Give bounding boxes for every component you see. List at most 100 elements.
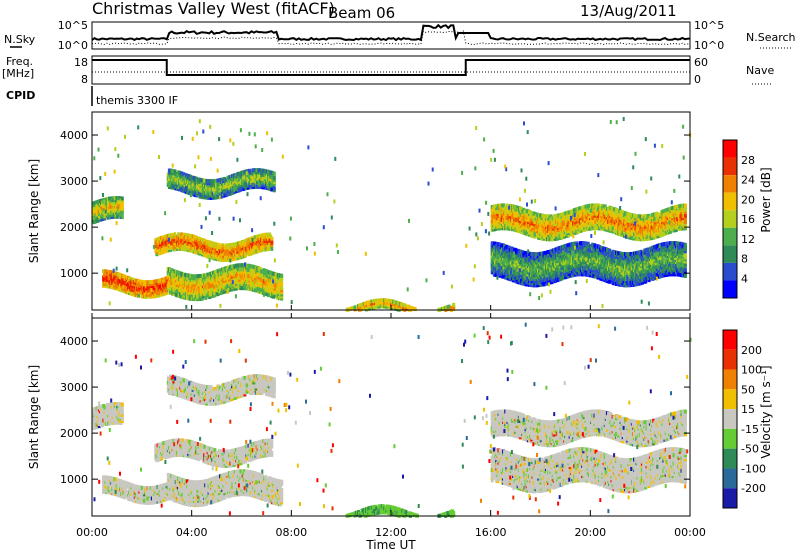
echo-cell [123, 274, 127, 279]
echo-cell [118, 196, 122, 201]
echo-cell [260, 248, 263, 253]
echo-cell [256, 249, 260, 253]
echo-cell [222, 255, 226, 260]
beam-label: Beam 06 [328, 4, 395, 22]
nsky-panel: N.Sky 10^5 10^0 10^5 10^0 N.Search [4, 19, 796, 52]
freq-tick-bottom: 8 [81, 73, 88, 86]
echo-cell [254, 245, 258, 250]
echo-cell [109, 270, 113, 275]
echo-cell [180, 232, 184, 237]
echo-cell [93, 209, 97, 214]
nsearch-tick-top: 10^5 [694, 19, 724, 32]
echo-cell [221, 243, 225, 248]
echo-cell [280, 273, 284, 278]
freq-tick-top: 18 [74, 56, 88, 69]
echo-cell [272, 175, 276, 180]
echo-cell [245, 248, 249, 253]
echo-cell [120, 208, 124, 213]
date-label: 13/Aug/2011 [580, 2, 677, 20]
echo-cell [223, 251, 227, 256]
echo-cell [186, 233, 190, 238]
cpid-label: CPID [6, 89, 35, 102]
echo-cell [163, 249, 167, 254]
echo-cell [137, 279, 141, 284]
echo-cell [142, 280, 146, 285]
nsearch-line [92, 30, 691, 46]
echo-cell [131, 277, 135, 282]
echo-cell [270, 236, 274, 241]
echo-cell [214, 252, 218, 257]
echo-cell [245, 251, 249, 255]
echo-cell [155, 252, 159, 257]
freq-frame [91, 55, 691, 85]
echo-cell [120, 202, 124, 207]
echo-cell [280, 282, 284, 287]
echo-cell [157, 293, 161, 298]
freq-panel: Freq. [MHz] 18 8 60 0 Nave [2, 55, 774, 86]
echo-cell [187, 246, 191, 250]
nsky-tick-top: 10^5 [58, 19, 88, 32]
nsky-frame [91, 21, 691, 50]
echo-cell [116, 214, 120, 219]
power-echoes [92, 117, 692, 312]
echo-cell [683, 213, 687, 218]
echo-cell [120, 215, 124, 220]
echo-cell [272, 171, 276, 176]
echo-cell [203, 238, 207, 243]
echo-cell [223, 247, 227, 252]
echo-cell [175, 247, 179, 251]
echo-cell [165, 290, 169, 295]
echo-cell [137, 293, 141, 298]
echo-cell [120, 206, 124, 211]
echo-cell [103, 216, 107, 221]
freq-line [92, 59, 690, 76]
echo-cell [120, 196, 124, 201]
freq-label-2: [MHz] [2, 67, 34, 80]
nave-tick-top: 60 [694, 56, 708, 69]
echo-cell [104, 197, 108, 202]
echo-cell [272, 186, 276, 191]
echo-cell [120, 211, 124, 215]
echo-cell [244, 253, 248, 258]
echo-cell [182, 232, 186, 237]
echo-cell [105, 269, 109, 274]
nsky-line [91, 23, 691, 42]
echo-cell [115, 208, 118, 213]
echo-cell [173, 245, 177, 250]
echo-cell [129, 276, 133, 281]
echo-cell [117, 202, 121, 207]
echo-cell [127, 286, 130, 291]
echo-cell [96, 218, 100, 223]
nsearch-tick-bottom: 10^0 [694, 39, 724, 52]
echo-cell [237, 247, 241, 252]
nsky-label: N.Sky [4, 33, 36, 46]
echo-cell [280, 286, 284, 291]
echo-cell [149, 294, 153, 299]
echo-cell [198, 237, 202, 242]
site-title: Christmas Valley West (fitACF) [92, 0, 335, 18]
nave-label: Nave [746, 64, 774, 77]
nsky-tick-bottom: 10^0 [58, 39, 88, 52]
echo-cell [683, 203, 687, 208]
echo-cell [239, 248, 243, 253]
echo-cell [195, 235, 199, 240]
echo-cell [235, 241, 238, 246]
echo-cell [120, 200, 124, 205]
echo-cell [225, 247, 229, 252]
echo-cell [164, 244, 168, 249]
echo-cell [183, 239, 187, 244]
echo-cell [116, 210, 120, 215]
echo-cell [140, 279, 144, 284]
nsearch-label: N.Search [746, 31, 796, 44]
cpid-value: themis 3300 IF [96, 94, 178, 107]
nave-tick-bottom: 0 [694, 73, 701, 86]
echo-cell [145, 294, 149, 299]
echo-cell [265, 232, 269, 237]
echo-cell [216, 242, 220, 247]
echo-cell [231, 257, 235, 262]
echo-cell [270, 246, 274, 251]
cpid-row: CPID themis 3300 IF [6, 86, 178, 107]
echo-cell [214, 242, 218, 247]
